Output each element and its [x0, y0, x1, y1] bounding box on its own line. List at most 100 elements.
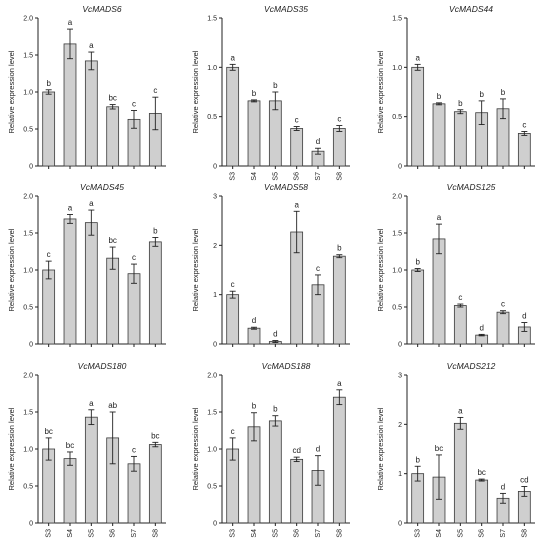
chart-9-sig-label-S3: b [415, 455, 420, 464]
chart-2-x-tick-label-S7: S7 [315, 172, 322, 181]
chart-3-sig-label-S8: c [522, 120, 526, 129]
chart-8-y-tick-label: 0.5 [207, 484, 217, 491]
chart-6-sig-label-S8: d [522, 312, 526, 321]
chart-1-y-tick-label: 1.0 [23, 90, 33, 97]
chart-8-x-tick-label-S3: S3 [230, 529, 237, 538]
chart-6-bar-S3 [411, 269, 425, 345]
chart-8-sig-label-S3: c [231, 427, 235, 436]
chart-4-y-tick-label: 0 [29, 342, 33, 349]
chart-9-y-tick-label: 2 [398, 422, 402, 429]
chart-4-y-tick-label: 1.0 [23, 268, 33, 275]
chart-6-sig-label-S5: c [458, 293, 462, 302]
chart-5-bar-S3 [226, 294, 240, 345]
chart-7-y-tick-label: 2.0 [23, 373, 33, 380]
chart-3-bar-S4 [432, 103, 446, 167]
chart-6-bar-S4 [432, 238, 446, 345]
chart-6-bar-S7 [496, 311, 510, 345]
chart-1-y-tick-label: 0 [29, 164, 33, 171]
chart-3-sig-label-S4: b [437, 92, 442, 101]
chart-1-bar-S3 [42, 91, 56, 167]
chart-4-bar-S7 [127, 273, 141, 345]
chart-4-bar-S8 [148, 241, 162, 345]
chart-5-y-axis-label: Relative expression level [191, 228, 200, 311]
chart-9-x-tick-label-S8: S8 [521, 529, 528, 538]
chart-8-bar-S5 [268, 420, 282, 524]
chart-9-x-tick-label-S5: S5 [457, 529, 464, 538]
chart-2-bar-S6 [290, 128, 304, 167]
chart-2-sig-label-S3: a [230, 53, 235, 62]
chart-4-sig-label-S8: b [153, 226, 158, 235]
chart-7-sig-label-S4: bc [66, 441, 74, 450]
chart-3-sig-label-S6: b [479, 90, 484, 99]
chart-5-sig-label-S5: d [273, 330, 277, 339]
chart-3-y-tick-label: 0 [398, 164, 402, 171]
chart-7-bar-S8 [148, 444, 162, 524]
chart-9-sig-label-S7: d [501, 482, 505, 491]
chart-8-bar-S6 [290, 458, 304, 524]
chart-3-sig-label-S5: b [458, 99, 463, 108]
chart-2-x-tick-label-S3: S3 [230, 172, 237, 181]
chart-7-sig-label-S6: ab [108, 401, 117, 410]
chart-8-y-tick-label: 1.5 [207, 410, 217, 417]
chart-7-sig-label-S3: bc [44, 427, 52, 436]
chart-5-sig-label-S8: b [337, 244, 342, 253]
chart-7-x-tick-label-S8: S8 [152, 529, 159, 538]
chart-8-sig-label-S8: a [337, 379, 342, 388]
chart-4-y-tick-label: 1.5 [23, 231, 33, 238]
chart-9-y-tick-label: 0 [398, 521, 402, 528]
chart-9-bar-S6 [475, 479, 489, 524]
chart-8-x-tick-label-S6: S6 [294, 529, 301, 538]
chart-3-y-tick-label: 0.5 [392, 114, 402, 121]
chart-6-bar-S6 [475, 334, 489, 345]
chart-8-x-tick-label-S7: S7 [315, 529, 322, 538]
chart-1-y-tick-label: 2.0 [23, 16, 33, 23]
chart-7-sig-label-S7: c [132, 445, 136, 454]
chart-8-y-tick-label: 1.0 [207, 447, 217, 454]
chart-9-x-tick-label-S7: S7 [500, 529, 507, 538]
chart-6-sig-label-S3: b [415, 258, 420, 267]
chart-3-title: VcMADS44 [449, 4, 493, 14]
chart-1-bar-S5 [84, 60, 98, 167]
chart-2-sig-label-S6: c [295, 116, 299, 125]
chart-5-bar-S4 [247, 327, 261, 345]
chart-7-y-tick-label: 1.0 [23, 447, 33, 454]
chart-4-sig-label-S5: a [89, 199, 94, 208]
chart-7-x-tick-label-S6: S6 [110, 529, 117, 538]
chart-1-y-tick-label: 0.5 [23, 127, 33, 134]
chart-5-sig-label-S4: d [252, 316, 256, 325]
chart-3-y-tick-label: 1.5 [392, 16, 402, 23]
chart-2-y-tick-label: 1.0 [207, 65, 217, 72]
chart-8-x-tick-label-S4: S4 [251, 529, 258, 538]
chart-4-sig-label-S7: c [132, 253, 136, 262]
chart-2-bar-S3 [226, 66, 240, 167]
chart-1-sig-label-S6: bc [108, 94, 116, 103]
chart-2-sig-label-S8: c [337, 115, 341, 124]
chart-2-x-tick-label-S6: S6 [294, 172, 301, 181]
chart-3-y-tick-label: 1.0 [392, 65, 402, 72]
chart-6-y-tick-label: 0.5 [392, 305, 402, 312]
chart-4-y-axis-label: Relative expression level [7, 228, 16, 311]
chart-3-sig-label-S3: a [415, 53, 420, 62]
chart-2-bar-S8 [332, 128, 346, 167]
chart-8-sig-label-S6: cd [292, 446, 300, 455]
chart-3-y-axis-label: Relative expression level [376, 50, 385, 133]
chart-3-bar-S8 [517, 133, 531, 167]
chart-5-sig-label-S6: a [294, 200, 299, 209]
chart-1-sig-label-S5: a [89, 41, 94, 50]
chart-6-y-tick-label: 1.0 [392, 268, 402, 275]
chart-5-sig-label-S3: c [231, 280, 235, 289]
chart-4-title: VcMADS45 [80, 182, 124, 192]
chart-1-title: VcMADS6 [82, 4, 121, 14]
chart-2-sig-label-S4: b [252, 89, 257, 98]
chart-9-x-tick-label-S4: S4 [436, 529, 443, 538]
chart-6-y-tick-label: 0 [398, 342, 402, 349]
chart-5-sig-label-S7: c [316, 264, 320, 273]
chart-4-bar-S4 [63, 218, 77, 345]
chart-5-y-tick-label: 1 [213, 292, 217, 299]
chart-2-y-tick-label: 0 [213, 164, 217, 171]
chart-9-title: VcMADS212 [447, 361, 496, 371]
chart-8-sig-label-S4: b [252, 402, 257, 411]
chart-6-title: VcMADS125 [447, 182, 496, 192]
chart-9-sig-label-S4: bc [435, 444, 443, 453]
chart-9-y-tick-label: 3 [398, 373, 402, 380]
